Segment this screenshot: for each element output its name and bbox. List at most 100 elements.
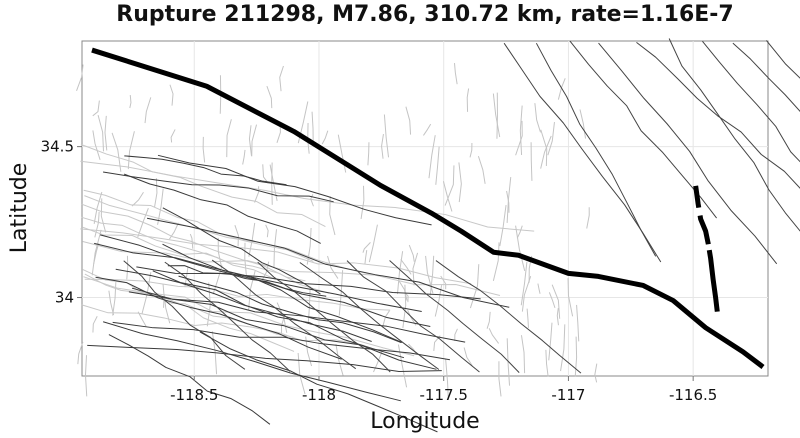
- fault-subsection-boundary: [458, 162, 462, 203]
- fault-subsection-boundary: [279, 65, 284, 92]
- fault-subsection-boundary: [262, 164, 269, 184]
- x-tick-label: -117: [551, 386, 585, 404]
- fault-zone-outline: [80, 143, 326, 227]
- fault-subsection-boundary: [169, 84, 174, 106]
- fault-subsection-boundary: [91, 229, 102, 276]
- fault-subsection-boundary: [126, 255, 129, 280]
- rupture-trace-branch: [693, 185, 721, 319]
- fault-trace: [87, 344, 442, 373]
- fault-subsection-boundary: [477, 155, 486, 184]
- x-axis: -118.5 -118 -117.5 -117 -116.5: [170, 376, 717, 404]
- fault-subsection-boundary: [153, 178, 158, 208]
- x-tick-label: -116.5: [669, 386, 717, 404]
- fault-subsection-boundary: [111, 132, 122, 172]
- fault-trace: [702, 40, 800, 163]
- fault-subsection-boundary: [373, 350, 383, 373]
- fault-subsection-boundary: [321, 130, 329, 145]
- fault-trace: [765, 40, 800, 79]
- fault-trace: [668, 38, 800, 232]
- fault-trace: [162, 243, 403, 343]
- fault-subsection-boundary: [397, 344, 408, 388]
- fault-subsection-boundary: [506, 190, 510, 213]
- fault-subsection-boundary: [498, 361, 502, 397]
- fault-subsection-boundary: [594, 363, 598, 383]
- fault-subsection-boundary: [567, 278, 574, 317]
- fault-subsection-boundary: [442, 181, 453, 212]
- fault-subsection-boundary: [189, 233, 194, 249]
- fault-subsection-boundary: [381, 133, 384, 159]
- rupture-trace-group: [91, 47, 765, 369]
- fault-subsection-boundary: [127, 131, 135, 170]
- fault-subsection-boundary: [97, 114, 104, 152]
- fault-subsection-boundary: [104, 115, 108, 151]
- fault-subsection-boundary: [574, 336, 578, 377]
- fault-subsection-boundary: [202, 136, 206, 163]
- fault-zone-outline: [80, 228, 472, 285]
- y-axis-label: Latitude: [7, 163, 32, 254]
- fault-subsection-boundary: [383, 114, 390, 158]
- fault-trace: [503, 42, 662, 263]
- fault-trace: [199, 331, 438, 433]
- fault-subsection-boundary: [92, 316, 98, 333]
- fault-trace: [123, 260, 246, 370]
- fault-subsection-boundary: [556, 307, 559, 326]
- fault-subsection-boundary: [137, 208, 149, 238]
- fault-subsection-boundary: [76, 64, 84, 91]
- fault-subsection-boundary: [516, 225, 523, 239]
- x-tick-label: -118.5: [170, 386, 218, 404]
- fault-trace: [108, 334, 271, 425]
- fault-trace: [112, 321, 451, 361]
- fault-subsection-boundary: [77, 341, 84, 365]
- fault-subsection-boundary: [405, 106, 412, 135]
- fault-subsection-boundary: [515, 225, 526, 272]
- fault-zone-outline: [84, 278, 391, 311]
- fault-zone-outline: [81, 216, 276, 280]
- fault-subsection-boundary: [170, 129, 176, 143]
- fault-subsection-boundary: [367, 142, 370, 166]
- fault-trace: [131, 287, 437, 370]
- fault-subsection-boundary: [92, 130, 101, 160]
- fault-subsection-boundary: [445, 359, 449, 400]
- fault-subsection-boundary: [100, 198, 107, 233]
- gridlines: [82, 41, 768, 376]
- x-tick-label: -117.5: [420, 386, 468, 404]
- fault-trace: [535, 42, 657, 257]
- fault-subsection-boundary: [540, 135, 552, 169]
- fault-subsection-boundary: [540, 129, 548, 166]
- fault-zone-outline: [84, 195, 373, 276]
- fault-trace: [299, 262, 440, 370]
- fault-subsection-boundary: [520, 335, 526, 374]
- fault-trace: [123, 173, 321, 244]
- fault-subsection-boundary: [547, 122, 555, 156]
- fault-subsection-boundary: [234, 224, 239, 247]
- fault-subsection-boundary: [337, 134, 347, 173]
- fault-trace: [157, 154, 432, 226]
- fault-trace: [178, 275, 402, 344]
- fault-subsection-boundary: [92, 100, 100, 117]
- fault-subsection-boundary: [492, 93, 501, 138]
- fault-subsection-boundary: [108, 290, 115, 316]
- fault-subsection-boundary: [428, 135, 436, 179]
- fault-trace: [346, 260, 480, 373]
- fault-subsection-boundary: [169, 222, 179, 240]
- fault-trace: [164, 261, 291, 372]
- fault-subsection-boundary: [463, 347, 473, 367]
- fault-subsection-boundary: [131, 191, 144, 207]
- fault-subsection-boundary: [93, 191, 103, 224]
- fault-subsection-boundary: [368, 224, 378, 263]
- fault-subsection-boundary: [335, 344, 344, 376]
- fault-subsection-boundary: [530, 142, 533, 181]
- fault-subsection-boundary: [84, 355, 88, 397]
- fault-subsection-boundary: [579, 109, 587, 139]
- y-axis: 34 34.5: [41, 138, 82, 307]
- fault-subsection-boundary: [404, 292, 409, 303]
- fault-subsection-boundary: [515, 120, 523, 156]
- fault-subsection-boundary: [454, 328, 458, 342]
- fault-trace: [102, 321, 401, 402]
- fault-trace: [115, 268, 372, 342]
- fault-zone-outline: [80, 203, 306, 282]
- fault-subsection-boundary: [526, 308, 529, 328]
- map-title: Rupture 211298, M7.86, 310.72 km, rate=1…: [116, 2, 734, 27]
- fault-subsection-boundary: [576, 304, 580, 342]
